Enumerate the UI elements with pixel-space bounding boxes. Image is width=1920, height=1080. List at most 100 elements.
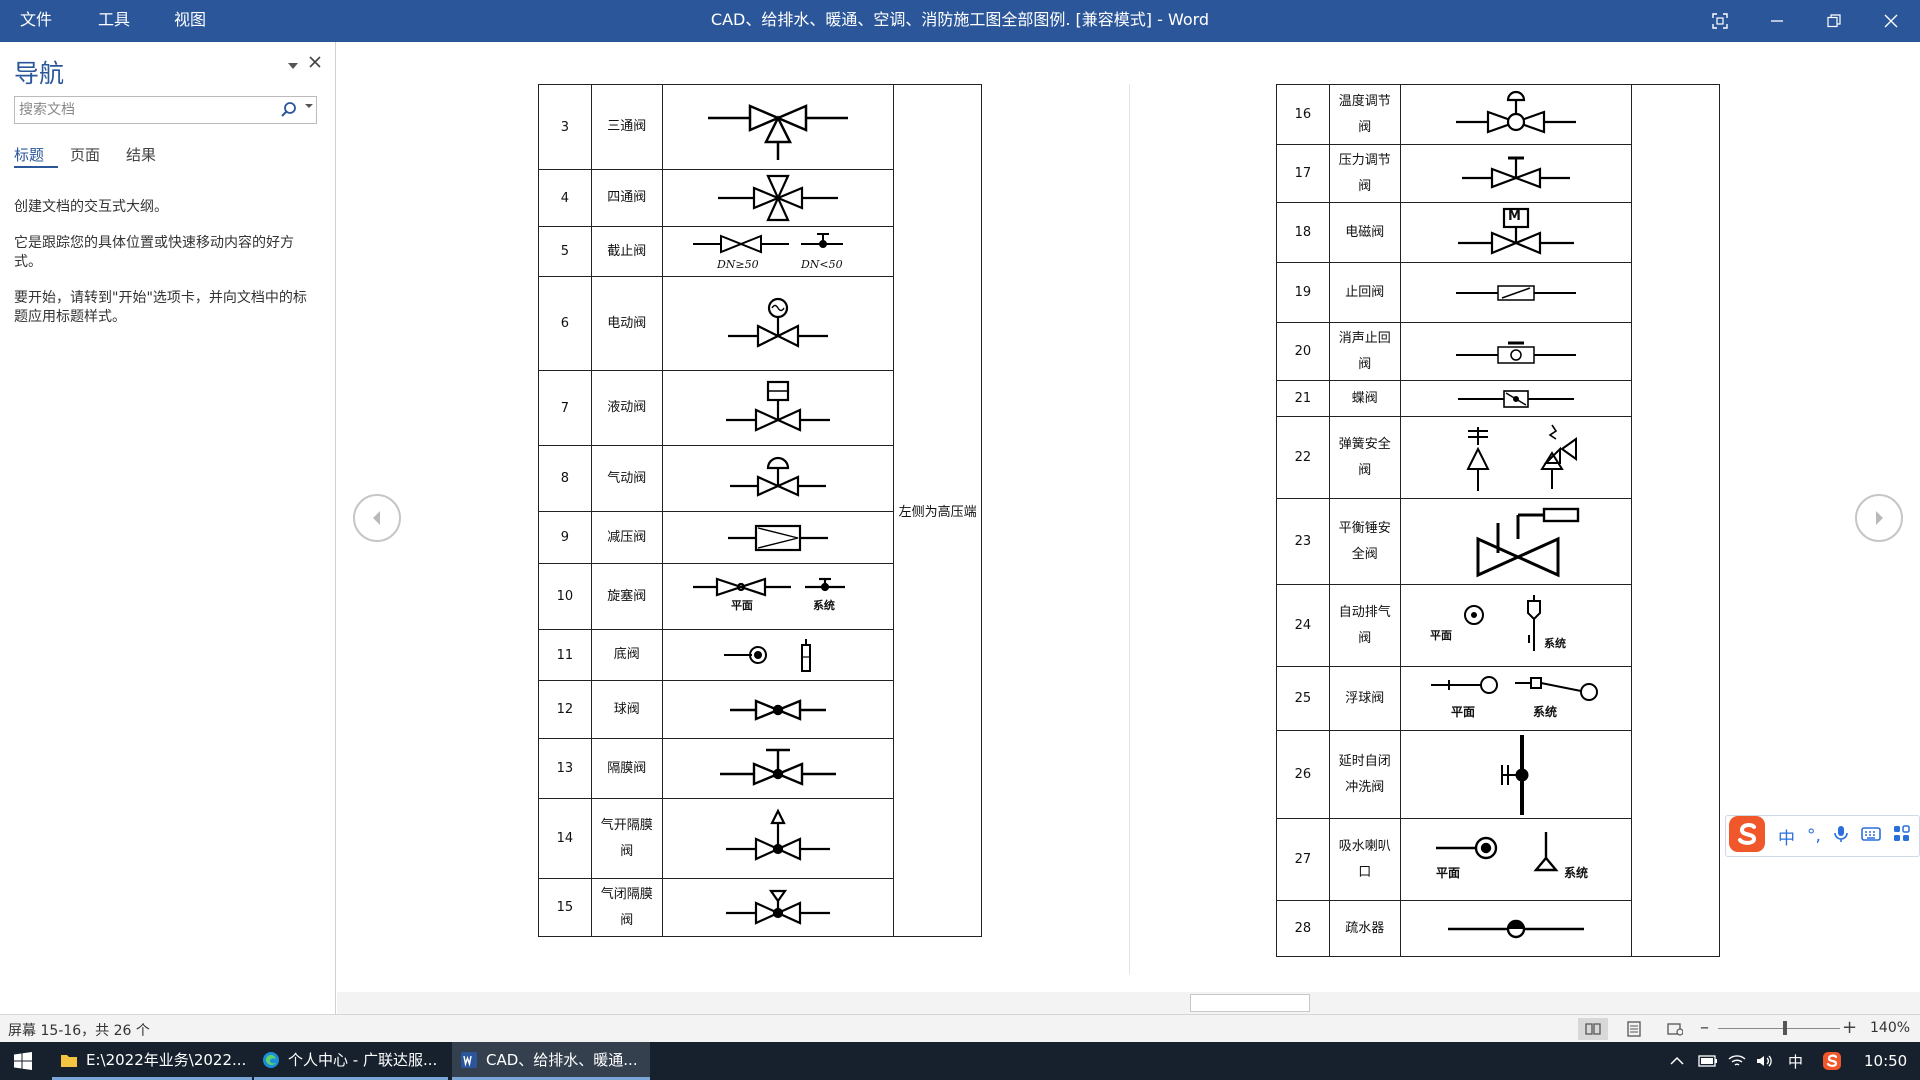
- taskbar-item-word[interactable]: CAD、给排水、暖通...: [452, 1042, 650, 1080]
- air-open-diaphragm-valve-icon: [725, 808, 830, 861]
- symbol-caption: DN≥50: [716, 257, 759, 271]
- wifi-icon[interactable]: [1728, 1042, 1746, 1080]
- horizontal-scrollbar-thumb[interactable]: [1190, 994, 1310, 1012]
- zoom-level[interactable]: 140%: [1870, 1020, 1911, 1036]
- read-mode-button[interactable]: [1578, 1018, 1608, 1040]
- previous-screen-button[interactable]: [353, 494, 401, 542]
- ball-valve-icon: [729, 698, 826, 721]
- table-row: 3 三通阀 左侧为高压端: [538, 84, 982, 937]
- menu-view[interactable]: 视图: [174, 10, 207, 29]
- tab-results[interactable]: 结果: [126, 146, 157, 164]
- temperature-control-valve-icon: [1455, 90, 1576, 134]
- symbol-caption: 系统: [1543, 636, 1566, 650]
- symbol-cell: [661, 629, 895, 681]
- three-way-valve-icon: [707, 104, 848, 160]
- zoom-in-button[interactable]: +: [1842, 1017, 1858, 1038]
- taskbar-item-explorer[interactable]: E:\2022年业务\2022...: [52, 1042, 252, 1080]
- row-name: 自动排气阀: [1328, 584, 1401, 667]
- next-screen-button[interactable]: [1855, 494, 1903, 542]
- row-name: 旋塞阀: [590, 563, 663, 630]
- row-name: 弹簧安全阀: [1328, 416, 1401, 499]
- legend-table-right: 16 温度调节阀 17 压力调节阀 18 电磁阀 M 1: [1276, 84, 1720, 957]
- symbol-caption: 平面: [1435, 865, 1460, 880]
- ime-mode-toggle[interactable]: 中: [1778, 828, 1795, 849]
- symbol-cell: [1399, 498, 1633, 585]
- row-number: 12: [538, 680, 592, 739]
- nav-help-text: 创建文档的交互式大纲。 它是跟踪您的具体位置或快速移动内容的好方式。 要开始，请…: [14, 198, 320, 344]
- note-cell-empty: [1631, 84, 1720, 957]
- search-input[interactable]: [15, 97, 275, 123]
- tab-headings[interactable]: 标题: [14, 144, 59, 168]
- silent-check-valve-icon: [1455, 341, 1576, 364]
- row-name: 底阀: [590, 629, 663, 681]
- table-row: 25 浮球阀 平面 系统: [1276, 666, 1720, 731]
- table-row: 20 消声止回阀: [1276, 322, 1720, 381]
- row-number: 8: [538, 445, 592, 512]
- note-cell: 左侧为高压端: [893, 84, 982, 937]
- menu-file[interactable]: 文件: [20, 10, 53, 29]
- nav-options-dropdown[interactable]: [287, 56, 299, 75]
- edge-icon: [263, 1051, 279, 1068]
- battery-icon[interactable]: [1698, 1042, 1718, 1080]
- table-row: 6 电动阀: [538, 276, 982, 371]
- taskbar-item-label: CAD、给排水、暖通...: [486, 1051, 638, 1069]
- close-button[interactable]: [1863, 0, 1919, 42]
- row-number: 17: [1276, 144, 1330, 203]
- tray-show-hidden[interactable]: [1670, 1042, 1684, 1080]
- nav-close-button[interactable]: [308, 54, 322, 73]
- horizontal-scrollbar[interactable]: [337, 992, 1920, 1014]
- table-row: 17 压力调节阀: [1276, 144, 1720, 203]
- zoom-slider-thumb[interactable]: [1783, 1021, 1788, 1035]
- sogou-logo-icon[interactable]: [1728, 815, 1766, 857]
- row-number: 21: [1276, 380, 1330, 417]
- row-number: 3: [538, 84, 592, 170]
- table-row: 28 疏水器: [1276, 900, 1720, 957]
- focus-mode-icon: [1712, 13, 1728, 29]
- delayed-flush-valve-icon: [1500, 734, 1529, 815]
- zoom-out-button[interactable]: –: [1700, 1017, 1709, 1038]
- check-valve-icon: [1455, 284, 1576, 301]
- restore-button[interactable]: [1806, 0, 1862, 42]
- symbol-cell: [661, 738, 895, 799]
- symbol-caption: 系统: [1532, 704, 1557, 719]
- chevron-left-icon: [373, 511, 380, 525]
- print-layout-button[interactable]: [1619, 1018, 1649, 1040]
- weight-safety-valve-icon: [1476, 507, 1580, 577]
- status-bar: 屏幕 15-16，共 26 个 – + 140%: [0, 1014, 1920, 1042]
- symbol-cell: [1399, 322, 1633, 381]
- symbol-cell: [1399, 900, 1633, 957]
- focus-mode-button[interactable]: [1692, 0, 1748, 42]
- taskbar-item-label: E:\2022年业务\2022...: [86, 1051, 247, 1069]
- sogou-tray-icon[interactable]: [1822, 1042, 1842, 1080]
- table-row: 15 气闭隔膜阀: [538, 878, 982, 937]
- air-close-diaphragm-valve-icon: [725, 889, 830, 925]
- grid-icon[interactable]: [1893, 824, 1911, 848]
- table-row: 14 气开隔膜阀: [538, 798, 982, 879]
- input-language-indicator[interactable]: 中: [1788, 1052, 1804, 1071]
- row-number: 9: [538, 511, 592, 564]
- tab-pages[interactable]: 页面: [70, 146, 101, 164]
- minimize-button[interactable]: [1749, 0, 1805, 42]
- row-name: 三通阀: [590, 84, 663, 170]
- mic-icon[interactable]: [1833, 825, 1849, 848]
- row-number: 22: [1276, 416, 1330, 499]
- taskbar-clock[interactable]: 10:50: [1864, 1052, 1908, 1070]
- menu-tools[interactable]: 工具: [98, 10, 131, 29]
- search-icon[interactable]: [280, 100, 298, 120]
- row-number: 19: [1276, 262, 1330, 323]
- search-box: [14, 96, 317, 124]
- web-layout-button[interactable]: [1660, 1018, 1690, 1040]
- keyboard-icon[interactable]: [1861, 826, 1881, 847]
- row-number: 28: [1276, 900, 1330, 957]
- zoom-slider[interactable]: [1718, 1028, 1840, 1029]
- suction-bellmouth-icon: [1435, 831, 1559, 871]
- row-number: 7: [538, 370, 592, 446]
- search-options-dropdown[interactable]: [305, 101, 313, 112]
- chevron-right-icon: [1876, 511, 1883, 525]
- taskbar-item-edge[interactable]: 个人中心 - 广联达服...: [254, 1042, 448, 1080]
- ime-punctuation-toggle[interactable]: °,: [1807, 826, 1821, 846]
- volume-icon[interactable]: [1756, 1042, 1774, 1080]
- start-button[interactable]: [0, 1042, 46, 1080]
- restore-icon: [1827, 14, 1841, 28]
- navigation-pane: 导航 标题 页面 结果 创建文档的交互式大纲。 它是跟踪您的具体位置或快速移动内…: [0, 42, 336, 1014]
